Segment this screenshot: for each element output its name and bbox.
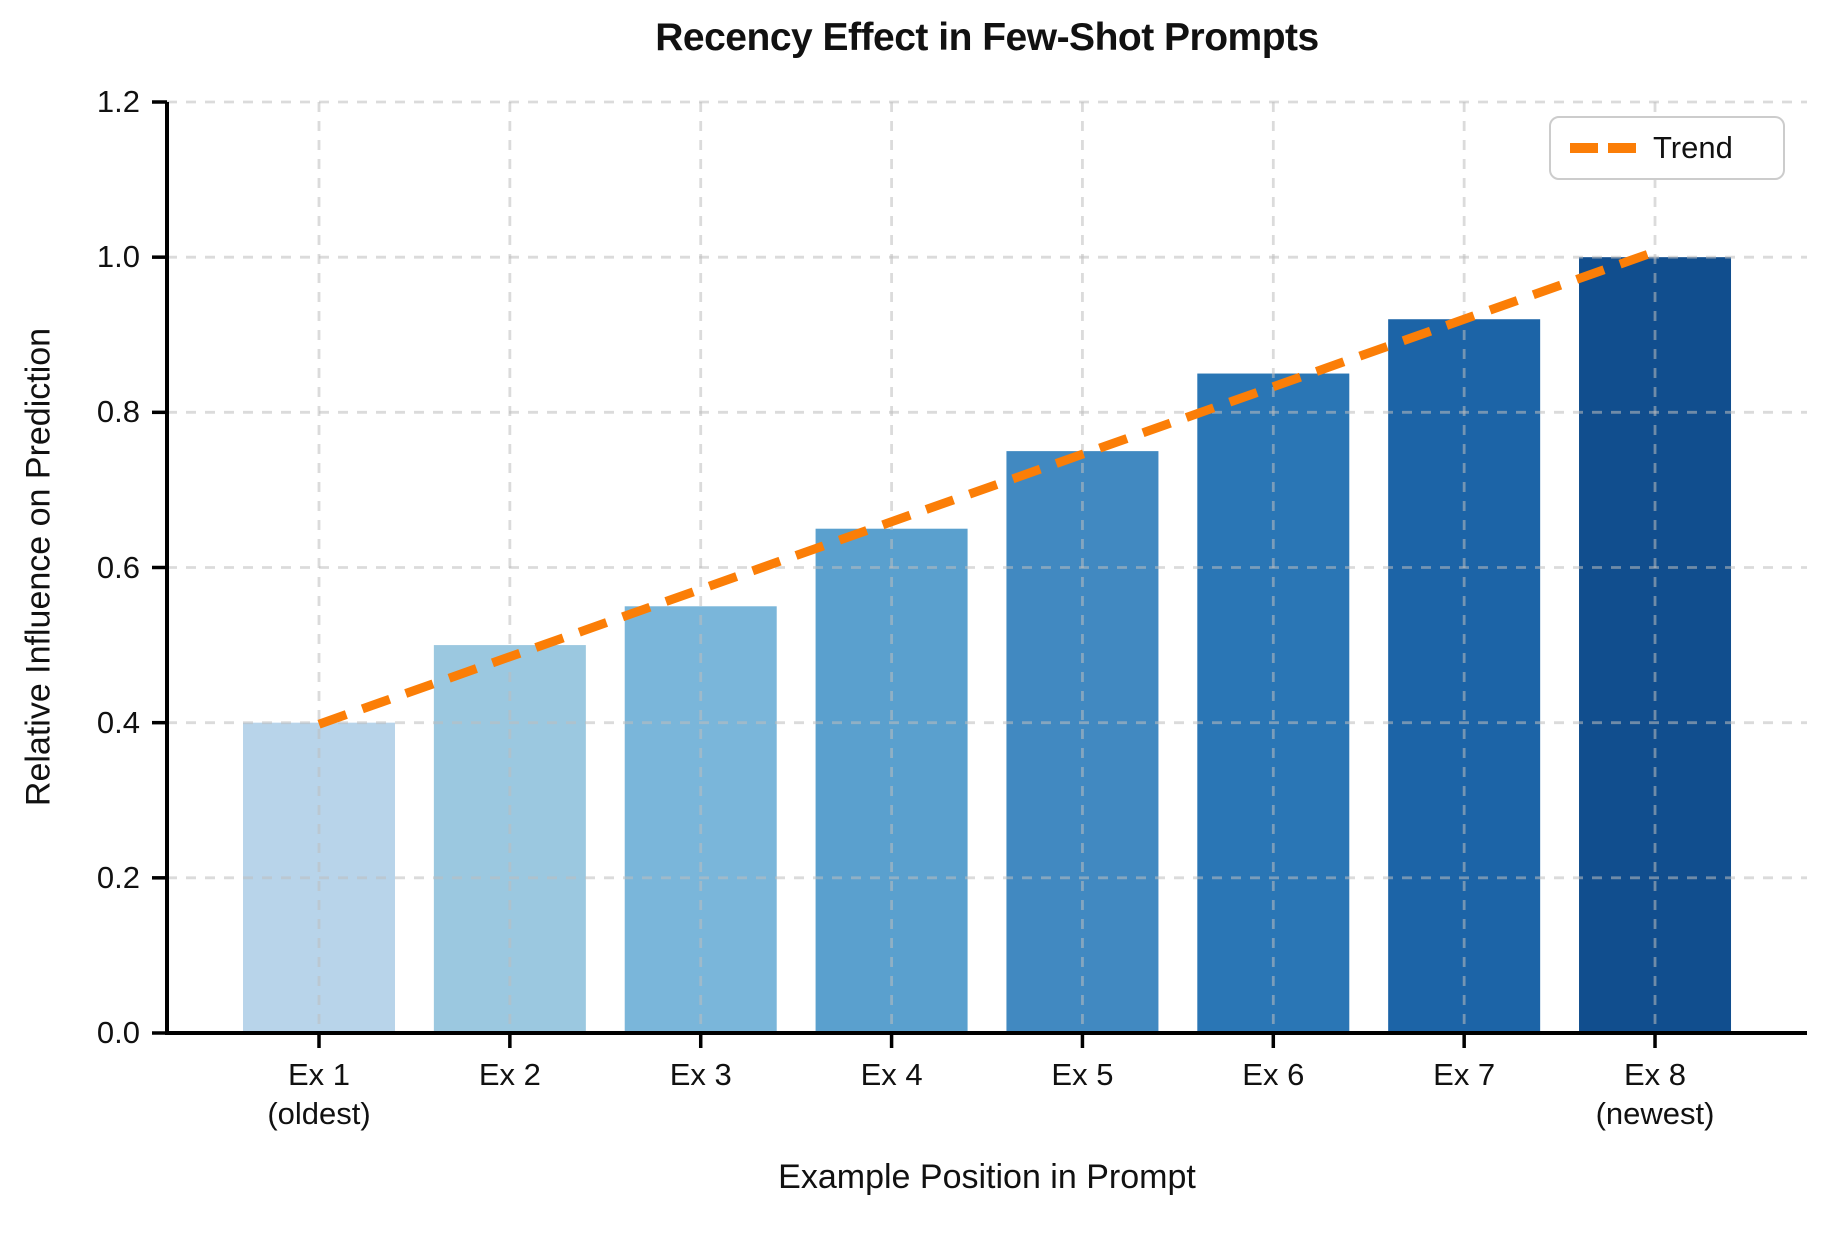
y-tick-label-0.8: 0.8 [96,394,140,430]
x-tick-label-ex4: Ex 4 [860,1057,923,1092]
y-tick-label-0.6: 0.6 [96,549,140,585]
y-tick-label-1.2: 1.2 [96,84,140,119]
y-tick-label-0.2: 0.2 [96,859,140,895]
x-axis-label: Example Position in Prompt [778,1158,1196,1196]
bar-ex3 [624,606,777,1033]
x-tick-label-ex5: Ex 5 [1051,1057,1114,1092]
x-tick-label-ex7: Ex 7 [1433,1057,1496,1092]
x-tick-label-ex3: Ex 3 [669,1057,732,1092]
y-tick-label-1.0: 1.0 [96,239,140,275]
x-tick-label-ex8: Ex 8 (newest) [1595,1057,1715,1131]
trend-line [317,247,1657,729]
x-tick-label-ex6: Ex 6 [1242,1057,1305,1092]
y-tick-label-0.4: 0.4 [96,704,140,740]
legend-label: Trend [1653,130,1733,165]
bar-ex2 [433,645,586,1033]
bar-ex4 [815,528,968,1033]
x-tick-label-ex2: Ex 2 [478,1057,541,1092]
chart-title: Recency Effect in Few-Shot Prompts [655,16,1319,59]
trend-legend-dash-icon [1570,143,1636,153]
y-tick-label-0.0: 0.0 [96,1015,140,1050]
x-tick-label-ex1: Ex 1 (oldest) [267,1057,371,1131]
legend: Trend [1549,116,1785,180]
